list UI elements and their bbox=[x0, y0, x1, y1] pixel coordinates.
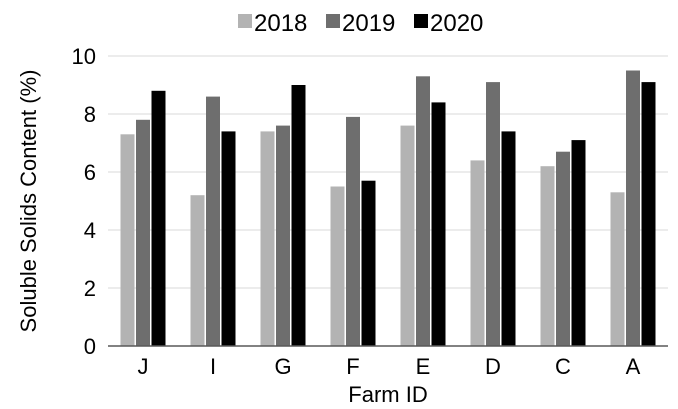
legend-label: 2020 bbox=[430, 10, 483, 37]
x-tick-label: J bbox=[138, 354, 149, 379]
bar-J-2020 bbox=[151, 90, 166, 346]
bar-D-2019 bbox=[486, 82, 500, 346]
bar-D-2018 bbox=[470, 160, 485, 346]
bar-I-2018 bbox=[190, 195, 205, 346]
y-tick-label: 8 bbox=[84, 102, 96, 127]
x-tick-label: C bbox=[555, 354, 571, 379]
bar-F-2019 bbox=[346, 116, 360, 347]
bar-C-2018 bbox=[540, 166, 555, 346]
legend-swatch-2020 bbox=[414, 14, 428, 28]
bar-A-2018 bbox=[610, 192, 625, 346]
x-tick-label: G bbox=[274, 354, 291, 379]
bar-G-2020 bbox=[291, 85, 306, 346]
bar-A-2019 bbox=[626, 70, 640, 346]
bar-J-2018 bbox=[120, 134, 135, 346]
x-tick-label: I bbox=[210, 354, 216, 379]
bar-G-2018 bbox=[260, 131, 275, 346]
x-tick-label: A bbox=[626, 354, 641, 379]
x-tick-label: E bbox=[416, 354, 431, 379]
bar-E-2019 bbox=[416, 76, 430, 347]
bar-I-2019 bbox=[206, 96, 220, 346]
y-tick-label: 10 bbox=[72, 44, 96, 69]
y-tick-label: 6 bbox=[84, 160, 96, 185]
bar-J-2019 bbox=[136, 119, 150, 346]
y-tick-label: 0 bbox=[84, 334, 96, 359]
y-tick-label: 2 bbox=[84, 276, 96, 301]
bar-E-2020 bbox=[431, 102, 446, 347]
bars bbox=[120, 70, 656, 347]
x-axis-title: Farm ID bbox=[348, 382, 427, 407]
legend-swatch-2018 bbox=[238, 14, 252, 28]
bar-E-2018 bbox=[400, 125, 415, 346]
x-tick-label: D bbox=[485, 354, 501, 379]
bar-D-2020 bbox=[501, 131, 516, 346]
bar-C-2019 bbox=[556, 151, 570, 346]
x-tick-label: F bbox=[346, 354, 359, 379]
bar-F-2018 bbox=[330, 186, 345, 346]
bar-I-2020 bbox=[221, 131, 236, 346]
bar-G-2019 bbox=[276, 125, 290, 346]
legend-label: 2019 bbox=[342, 10, 395, 37]
bar-C-2020 bbox=[571, 140, 586, 346]
legend: 2018 2019 2020 bbox=[238, 10, 483, 37]
y-tick-label: 4 bbox=[84, 218, 96, 243]
bar-F-2020 bbox=[361, 180, 376, 346]
y-tick-labels: 0 2 4 6 8 10 bbox=[72, 44, 96, 359]
bar-A-2020 bbox=[641, 82, 656, 346]
legend-swatch-2019 bbox=[326, 14, 340, 28]
y-axis-title: Soluble Solids Content (%) bbox=[16, 70, 41, 333]
legend-label: 2018 bbox=[254, 10, 307, 37]
